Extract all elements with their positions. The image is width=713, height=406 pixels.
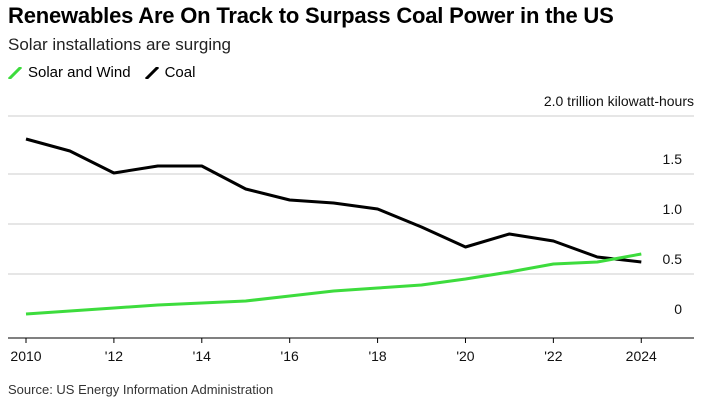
x-tick-label: 2024 <box>626 348 657 364</box>
y-tick-label: 0 <box>674 301 682 317</box>
y-tick-label: 1.5 <box>663 151 683 167</box>
chart-title: Renewables Are On Track to Surpass Coal … <box>8 3 614 28</box>
legend-label-solar-wind: Solar and Wind <box>28 64 131 81</box>
coal-series-line <box>25 137 642 264</box>
legend-item-solar-wind: Solar and Wind <box>8 64 131 81</box>
chart-subtitle: Solar installations are surging <box>8 35 232 54</box>
axis-layer: 2.0 trillion kilowatt-hours 0 0.5 1.0 1.5 201… <box>8 93 694 364</box>
x-tick-label: '22 <box>544 348 562 364</box>
y-tick-label: 0.5 <box>663 251 683 267</box>
legend-line-solar-wind <box>8 66 22 79</box>
legend-item-coal: Coal <box>144 64 196 81</box>
chart-legend: Solar and Wind Coal <box>8 64 209 81</box>
legend-swatch-coal-icon <box>144 66 159 79</box>
x-tick-label: 2010 <box>10 348 41 364</box>
x-tick-label: '14 <box>193 348 211 364</box>
source-note: Source: US Energy Information Administra… <box>8 382 274 397</box>
series-layer <box>25 137 642 316</box>
x-tick-label: '16 <box>281 348 299 364</box>
y-unit-label: 2.0 trillion kilowatt-hours <box>544 93 694 109</box>
y-tick-label: 1.0 <box>663 201 683 217</box>
solar-and-wind-series-line <box>25 252 642 316</box>
legend-label-coal: Coal <box>164 64 196 81</box>
x-tick-label: '20 <box>456 348 474 364</box>
legend-line-coal <box>144 66 159 79</box>
x-tick-label: '12 <box>105 348 123 364</box>
grid-layer <box>8 115 694 275</box>
legend-swatch-solar-wind-icon <box>8 66 22 79</box>
x-tick-label: '18 <box>368 348 386 364</box>
